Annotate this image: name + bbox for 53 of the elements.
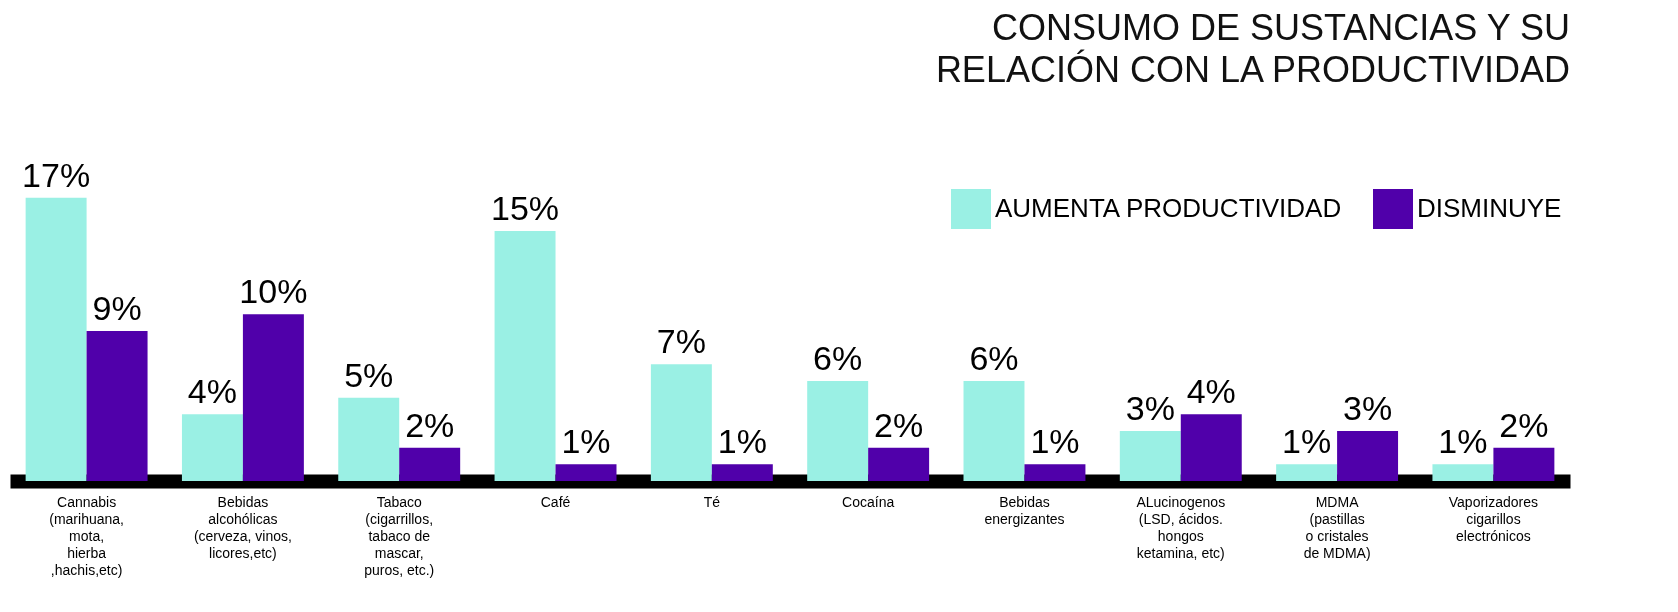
data-label: 15% [491, 189, 560, 227]
x-tick-label: Cocaína [842, 493, 895, 510]
bar [494, 231, 556, 481]
data-label: 2% [405, 405, 455, 444]
data-label: 17% [22, 155, 91, 194]
data-label: 1% [717, 422, 767, 461]
bar [86, 331, 148, 481]
data-label: 2% [874, 405, 924, 444]
data-label: 2% [1499, 405, 1549, 444]
bar [25, 197, 87, 481]
data-label: 6% [969, 339, 1019, 377]
data-label: 1% [1282, 422, 1332, 461]
bar [399, 447, 461, 481]
data-label: 6% [813, 339, 863, 377]
data-label: 3% [1125, 389, 1175, 427]
bar [1337, 431, 1399, 481]
data-label: 3% [1343, 389, 1393, 427]
chart-title: CONSUMO DE SUSTANCIAS Y SU RELACIÓN CON LA PRODUCTIVIDAD [935, 6, 1570, 90]
bar [807, 381, 869, 481]
bar [338, 397, 400, 481]
data-label: 9% [92, 289, 142, 327]
x-tick-label: Bebidas alcohólicas (cerveza, vinos, licores,etc) [193, 493, 292, 561]
bar [1432, 464, 1494, 481]
data-label: 4% [1186, 372, 1236, 411]
x-tick-label: Té [703, 493, 721, 510]
data-label: 7% [656, 322, 706, 361]
x-tick-label: MDMA (pastillas o cristales de MDMA) [1303, 493, 1371, 561]
bar [242, 314, 304, 481]
x-tick-label: Bebidas energizantes [984, 493, 1065, 527]
data-label: 1% [1438, 422, 1488, 461]
x-tick-label: Café [540, 493, 571, 510]
x-tick-label: Tabaco (cigarrillos, tabaco de mascar, puros, etc.) [364, 493, 435, 578]
bar [1180, 414, 1242, 481]
bar [711, 464, 773, 481]
data-label: 4% [187, 372, 237, 411]
bar [1119, 431, 1181, 481]
data-label: 1% [561, 422, 611, 461]
data-label: 5% [344, 355, 394, 394]
legend-label: AUMENTA PRODUCTIVIDAD [995, 193, 1342, 223]
x-tick-label: Vaporizadores cigarillos electrónicos [1448, 493, 1539, 544]
data-label: 10% [239, 272, 308, 311]
bar [963, 381, 1025, 481]
bar [555, 464, 617, 481]
bar [650, 364, 712, 481]
x-tick-label: ALucinogenos (LSD, ácidos. hongos ketamina, etc) [1136, 493, 1226, 561]
legend-label: DISMINUYE [1417, 193, 1562, 223]
bar [868, 447, 930, 481]
x-tick-label: Cannabis (marihuana, mota, hierba ,hachis,etc) [49, 493, 124, 578]
bar [181, 414, 243, 481]
data-label: 1% [1030, 422, 1080, 461]
bar [1493, 447, 1555, 481]
bar [1024, 464, 1086, 481]
bar [1276, 464, 1338, 481]
